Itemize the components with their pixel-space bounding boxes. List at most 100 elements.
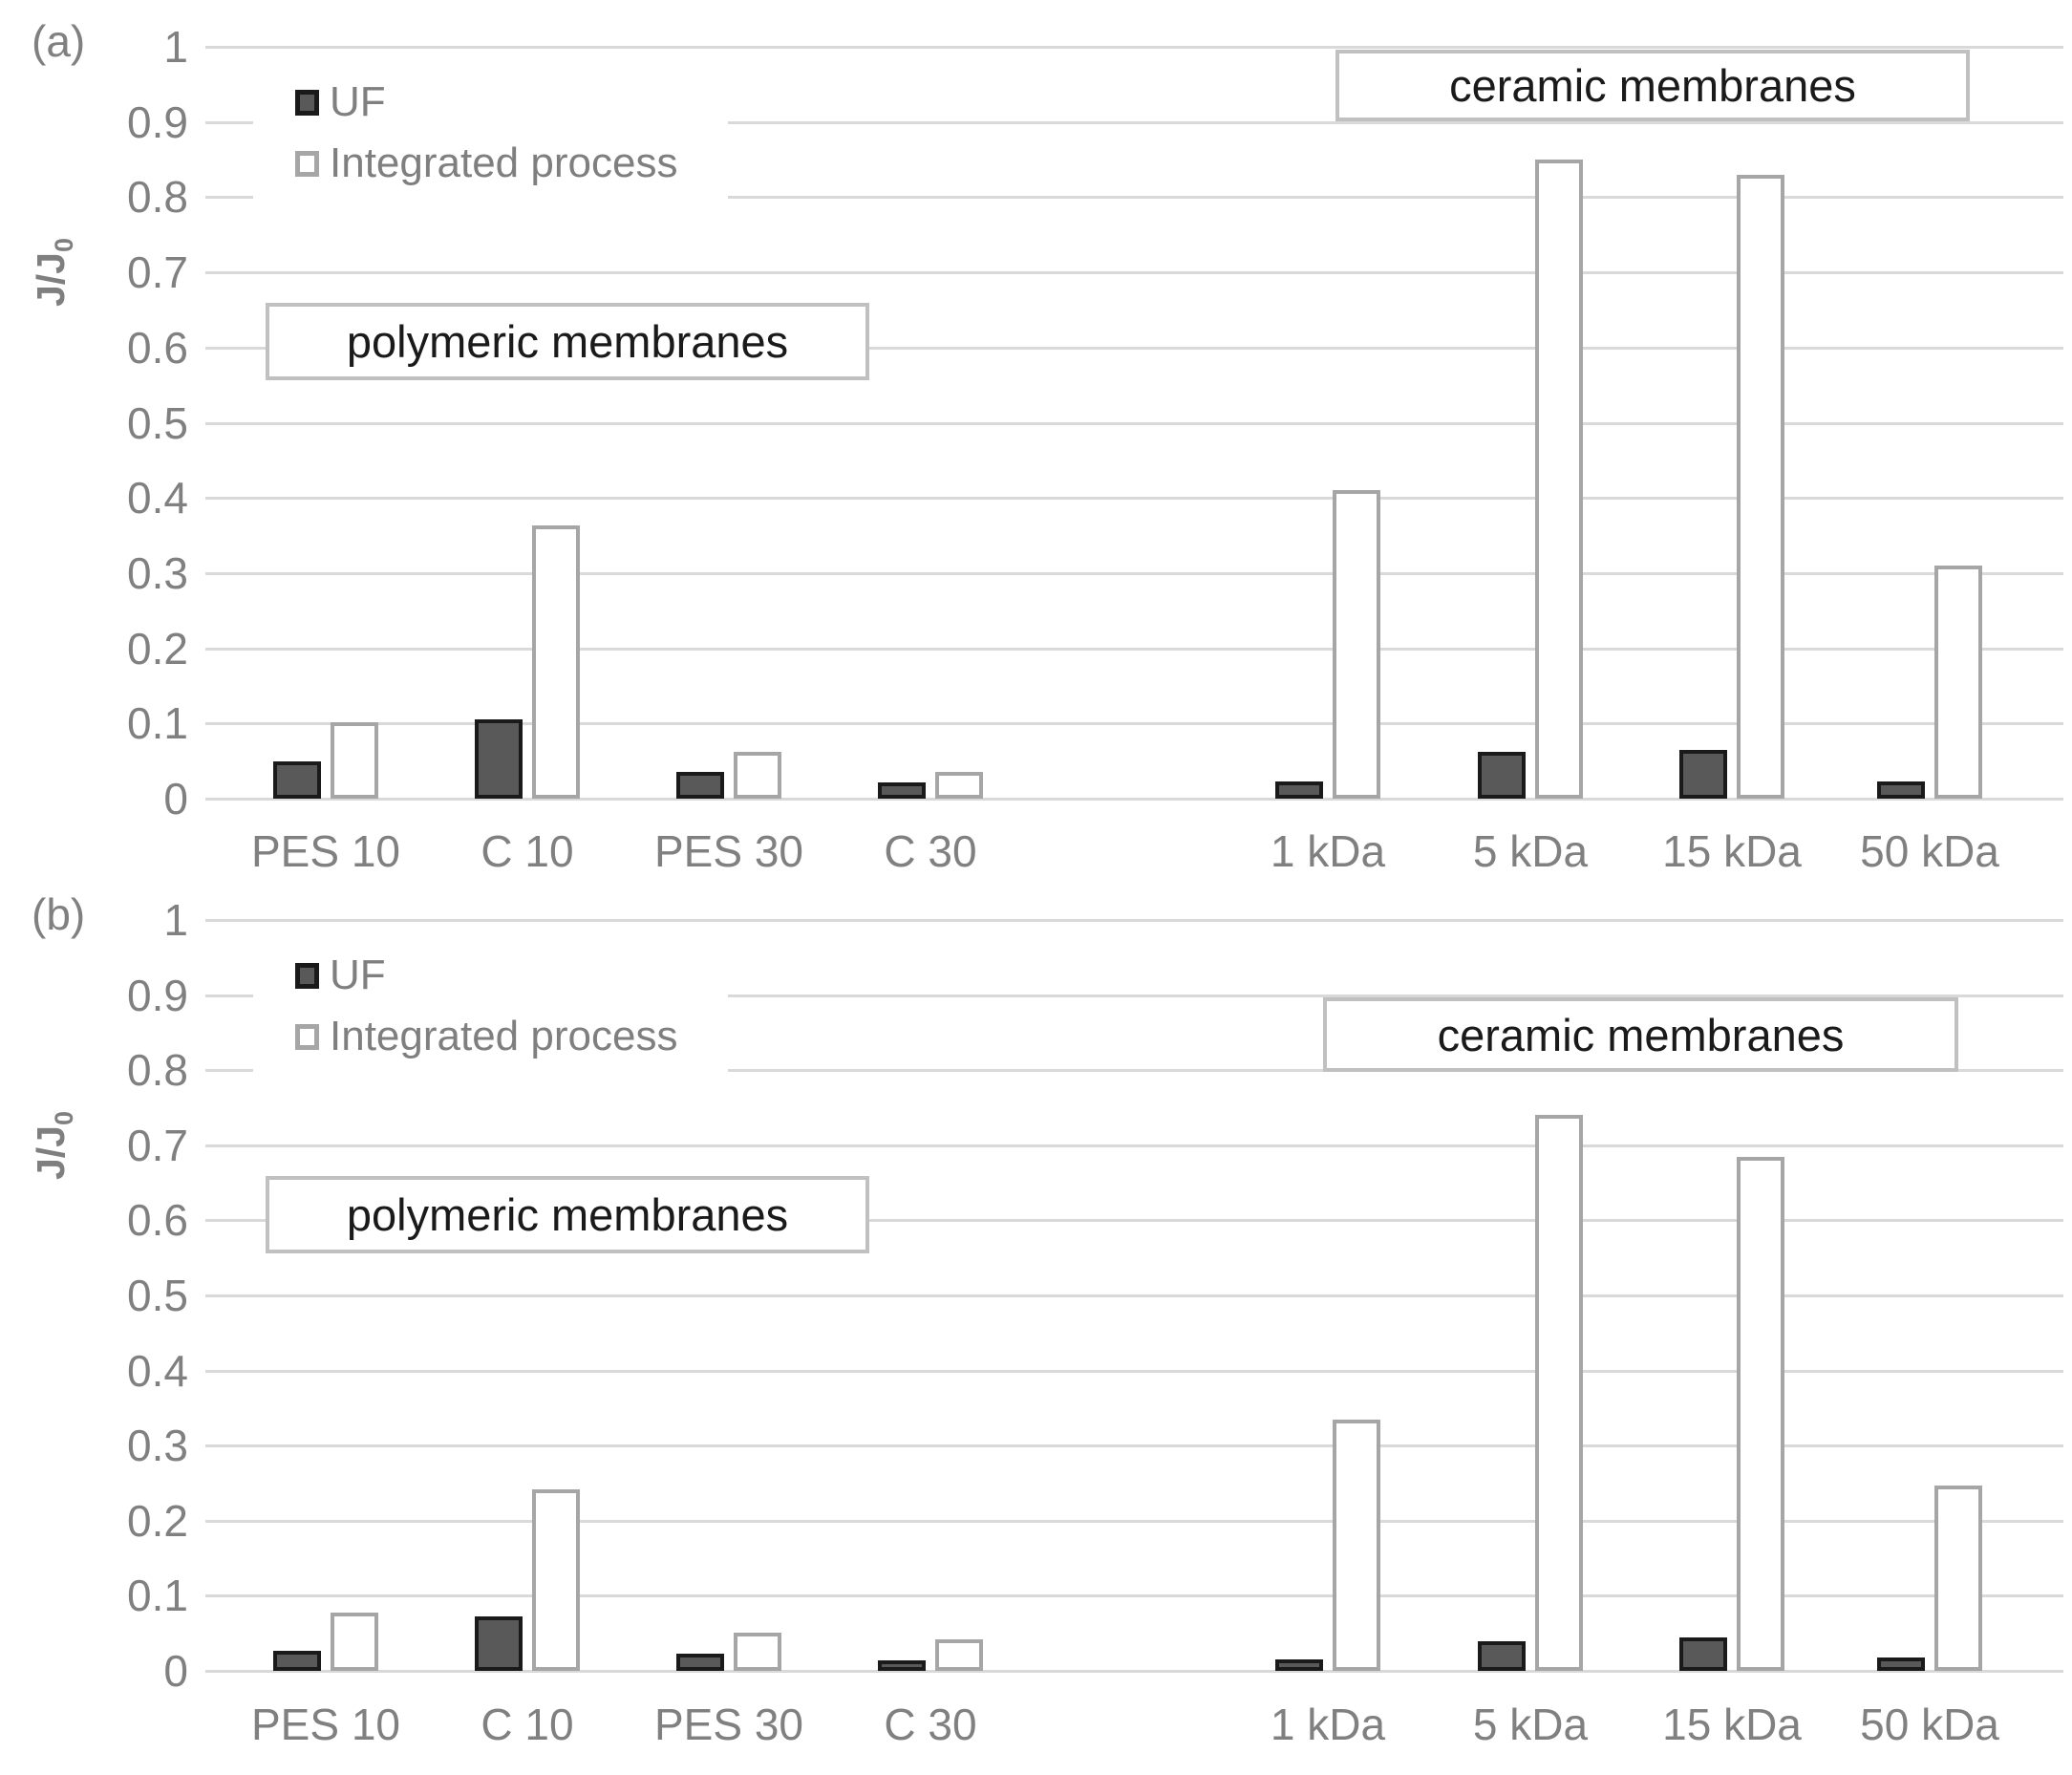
legend-label-a: Integrated process xyxy=(330,139,678,186)
gridline-0.1-b xyxy=(205,1594,2063,1597)
bar-uf-15kda-b xyxy=(1679,1637,1727,1671)
gridline-0.4-a xyxy=(205,497,2063,500)
legend-b xyxy=(253,929,728,1072)
gridline-1-a xyxy=(205,46,2063,49)
bar-integrated-15kda-b xyxy=(1737,1157,1784,1671)
x-tick-label-b: 5 kDa xyxy=(1472,1700,1589,1749)
bar-integrated-1kda-a xyxy=(1333,490,1380,799)
y-tick-label-a: 0.2 xyxy=(127,624,188,674)
x-tick-label-b: PES 30 xyxy=(654,1700,803,1749)
gridline-0.6-b xyxy=(205,1219,2063,1222)
gridline-0.7-a xyxy=(205,271,2063,274)
bar-uf-c10-a xyxy=(475,719,523,799)
y-axis-title-sub-b: 0 xyxy=(50,1110,79,1126)
gridline-0-a xyxy=(205,798,2063,801)
legend-label-b: UF xyxy=(330,952,386,998)
y-tick-label-b: 0.8 xyxy=(127,1045,188,1095)
x-tick-label-b: 1 kDa xyxy=(1270,1700,1386,1749)
y-tick-label-b: 1 xyxy=(163,895,188,945)
y-tick-label-a: 0.1 xyxy=(127,698,188,748)
bar-integrated-c30-a xyxy=(935,772,983,799)
x-tick-label-b: C 10 xyxy=(481,1700,574,1749)
polymeric-membranes-box-a: polymeric membranes xyxy=(266,303,869,380)
x-tick-label-a: C 30 xyxy=(884,826,977,876)
bar-integrated-50kda-a xyxy=(1934,566,1982,799)
bar-integrated-c10-b xyxy=(532,1489,580,1671)
y-tick-label-b: 0.9 xyxy=(127,971,188,1020)
y-tick-label-a: 1 xyxy=(163,22,188,72)
y-tick-label-a: 0.3 xyxy=(127,548,188,598)
gridline-0.3-a xyxy=(205,572,2063,575)
bar-uf-pes10-a xyxy=(273,761,321,799)
y-axis-title-a: J/J0 xyxy=(28,237,79,308)
gridline-0.9-a xyxy=(205,121,2063,124)
gridline-0.9-b xyxy=(205,994,2063,997)
x-tick-label-b: 15 kDa xyxy=(1662,1700,1802,1749)
bar-uf-50kda-b xyxy=(1877,1657,1925,1671)
y-tick-label-b: 0.3 xyxy=(127,1421,188,1470)
gridline-0.6-a xyxy=(205,347,2063,350)
y-tick-label-a: 0.7 xyxy=(127,247,188,297)
bar-uf-c10-b xyxy=(475,1616,523,1671)
bar-integrated-c10-a xyxy=(532,525,580,799)
gridline-0.8-b xyxy=(205,1069,2063,1072)
bar-integrated-50kda-b xyxy=(1934,1486,1982,1671)
integrated-process-legend-swatch-icon xyxy=(295,1023,319,1050)
y-tick-label-b: 0.1 xyxy=(127,1571,188,1620)
x-tick-label-a: 5 kDa xyxy=(1472,826,1589,876)
gridline-0.7-b xyxy=(205,1144,2063,1147)
x-tick-label-a: 50 kDa xyxy=(1860,826,1999,876)
uf-legend-swatch-icon xyxy=(295,962,319,989)
ceramic-membranes-box-b: ceramic membranes xyxy=(1323,997,1958,1072)
bar-uf-1kda-a xyxy=(1275,781,1323,799)
gridline-0.4-b xyxy=(205,1370,2063,1373)
x-tick-label-a: 1 kDa xyxy=(1270,826,1386,876)
gridline-0.2-a xyxy=(205,648,2063,651)
gridline-0.5-b xyxy=(205,1294,2063,1297)
gridline-0.2-b xyxy=(205,1520,2063,1523)
panel-label-b: (b) xyxy=(32,889,86,939)
y-tick-label-a: 0.5 xyxy=(127,398,188,448)
x-tick-label-b: 50 kDa xyxy=(1860,1700,1999,1749)
y-tick-label-b: 0.4 xyxy=(127,1346,188,1396)
bar-integrated-pes10-a xyxy=(331,722,378,799)
bar-integrated-1kda-b xyxy=(1333,1420,1380,1671)
y-tick-label-a: 0.4 xyxy=(127,473,188,523)
legend-item-uf-b: UF xyxy=(295,952,386,999)
y-tick-label-a: 0.8 xyxy=(127,172,188,222)
gridline-0.1-a xyxy=(205,722,2063,725)
legend-label-b: Integrated process xyxy=(330,1013,678,1059)
bar-integrated-pes30-a xyxy=(734,752,781,799)
bar-integrated-5kda-a xyxy=(1535,160,1583,799)
x-tick-label-a: PES 10 xyxy=(251,826,400,876)
legend-label-a: UF xyxy=(330,78,386,125)
gridline-0.3-b xyxy=(205,1444,2063,1447)
y-tick-label-a: 0.9 xyxy=(127,97,188,147)
bar-integrated-5kda-b xyxy=(1535,1115,1583,1671)
bar-uf-pes10-b xyxy=(273,1651,321,1671)
y-axis-title-main-b: J/J xyxy=(28,1125,73,1181)
x-tick-label-b: C 30 xyxy=(884,1700,977,1749)
x-tick-label-a: C 10 xyxy=(481,826,574,876)
x-tick-label-b: PES 10 xyxy=(251,1700,400,1749)
y-axis-title-sub-a: 0 xyxy=(50,237,79,253)
legend-item-integrated-process-a: Integrated process xyxy=(295,139,677,187)
gridline-0.5-a xyxy=(205,422,2063,425)
bar-uf-5kda-a xyxy=(1478,752,1526,799)
bar-integrated-pes30-b xyxy=(734,1633,781,1671)
bar-integrated-c30-b xyxy=(935,1639,983,1671)
panel-label-a: (a) xyxy=(32,16,86,66)
gridline-0.8-a xyxy=(205,196,2063,199)
bar-uf-pes30-b xyxy=(676,1654,724,1671)
y-tick-label-a: 0.6 xyxy=(127,323,188,373)
ceramic-membranes-box-a: ceramic membranes xyxy=(1335,50,1970,121)
x-tick-label-a: 15 kDa xyxy=(1662,826,1802,876)
gridline-0-b xyxy=(205,1670,2063,1673)
x-tick-label-a: PES 30 xyxy=(654,826,803,876)
legend-item-uf-a: UF xyxy=(295,78,386,126)
y-axis-title-main-a: J/J xyxy=(28,252,73,308)
y-tick-label-b: 0.6 xyxy=(127,1195,188,1245)
y-tick-label-b: 0 xyxy=(163,1646,188,1696)
uf-legend-swatch-icon xyxy=(295,89,319,116)
